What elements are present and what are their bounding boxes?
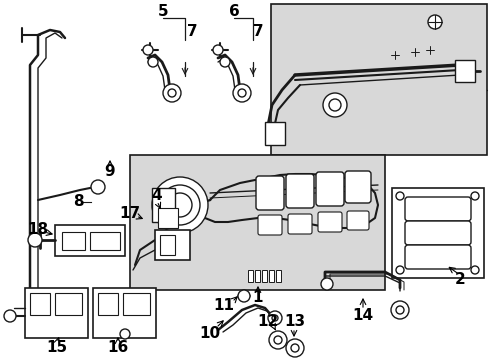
Text: 12: 12 xyxy=(257,315,278,329)
Text: 13: 13 xyxy=(284,315,305,329)
Bar xyxy=(268,270,273,282)
Circle shape xyxy=(28,233,42,247)
Text: 6: 6 xyxy=(228,4,239,19)
FancyBboxPatch shape xyxy=(404,197,470,221)
Circle shape xyxy=(395,306,403,314)
FancyBboxPatch shape xyxy=(345,171,370,203)
Circle shape xyxy=(238,290,249,302)
Bar xyxy=(90,232,120,250)
Bar xyxy=(254,270,260,282)
Text: 14: 14 xyxy=(352,307,373,323)
FancyBboxPatch shape xyxy=(285,174,313,208)
Text: 7: 7 xyxy=(186,24,197,40)
Bar xyxy=(152,188,175,222)
Bar xyxy=(93,288,156,338)
Text: 15: 15 xyxy=(46,341,67,356)
Text: 18: 18 xyxy=(27,222,48,238)
FancyBboxPatch shape xyxy=(287,214,311,234)
FancyBboxPatch shape xyxy=(346,211,368,230)
Text: 5: 5 xyxy=(157,4,168,19)
Bar xyxy=(391,188,483,278)
Circle shape xyxy=(273,336,282,344)
Bar xyxy=(262,270,266,282)
Circle shape xyxy=(91,180,105,194)
Text: 17: 17 xyxy=(119,206,140,220)
Text: 2: 2 xyxy=(454,273,465,288)
Bar xyxy=(55,293,82,315)
Text: 4: 4 xyxy=(151,189,162,203)
FancyBboxPatch shape xyxy=(404,221,470,245)
Bar xyxy=(130,155,384,290)
Bar xyxy=(55,225,125,256)
Circle shape xyxy=(220,57,229,67)
Circle shape xyxy=(213,45,223,55)
Circle shape xyxy=(232,84,250,102)
Circle shape xyxy=(148,57,158,67)
Bar xyxy=(454,60,474,82)
Bar xyxy=(30,293,50,315)
Text: 11: 11 xyxy=(213,297,234,312)
Bar xyxy=(123,293,150,315)
Circle shape xyxy=(163,84,181,102)
Circle shape xyxy=(120,329,130,339)
Circle shape xyxy=(168,193,192,217)
Circle shape xyxy=(395,192,403,200)
FancyBboxPatch shape xyxy=(315,172,343,206)
Circle shape xyxy=(268,331,286,349)
Circle shape xyxy=(168,89,176,97)
Bar xyxy=(160,235,175,255)
Bar xyxy=(247,270,252,282)
Bar xyxy=(155,230,190,260)
Bar xyxy=(275,270,281,282)
Text: 1: 1 xyxy=(252,291,263,306)
Text: 7: 7 xyxy=(252,24,263,40)
Circle shape xyxy=(427,15,441,29)
Circle shape xyxy=(271,315,278,321)
FancyBboxPatch shape xyxy=(256,176,284,210)
Circle shape xyxy=(238,89,245,97)
Text: 8: 8 xyxy=(73,194,83,210)
Text: 16: 16 xyxy=(107,341,128,356)
Bar xyxy=(264,122,285,145)
Bar xyxy=(25,288,88,338)
Bar xyxy=(98,293,118,315)
Circle shape xyxy=(320,278,332,290)
Bar xyxy=(158,208,178,228)
Circle shape xyxy=(390,301,408,319)
Bar xyxy=(62,232,85,250)
Circle shape xyxy=(470,266,478,274)
Circle shape xyxy=(285,339,304,357)
Circle shape xyxy=(4,310,16,322)
FancyBboxPatch shape xyxy=(404,245,470,269)
Circle shape xyxy=(160,185,200,225)
Bar xyxy=(270,4,486,155)
Circle shape xyxy=(152,177,207,233)
FancyBboxPatch shape xyxy=(258,215,282,235)
Circle shape xyxy=(328,99,340,111)
Circle shape xyxy=(290,344,298,352)
Circle shape xyxy=(142,45,153,55)
FancyBboxPatch shape xyxy=(317,212,341,232)
Circle shape xyxy=(470,192,478,200)
Text: 10: 10 xyxy=(199,325,220,341)
Circle shape xyxy=(395,266,403,274)
Text: 9: 9 xyxy=(104,165,115,180)
Circle shape xyxy=(323,93,346,117)
Circle shape xyxy=(267,311,282,325)
